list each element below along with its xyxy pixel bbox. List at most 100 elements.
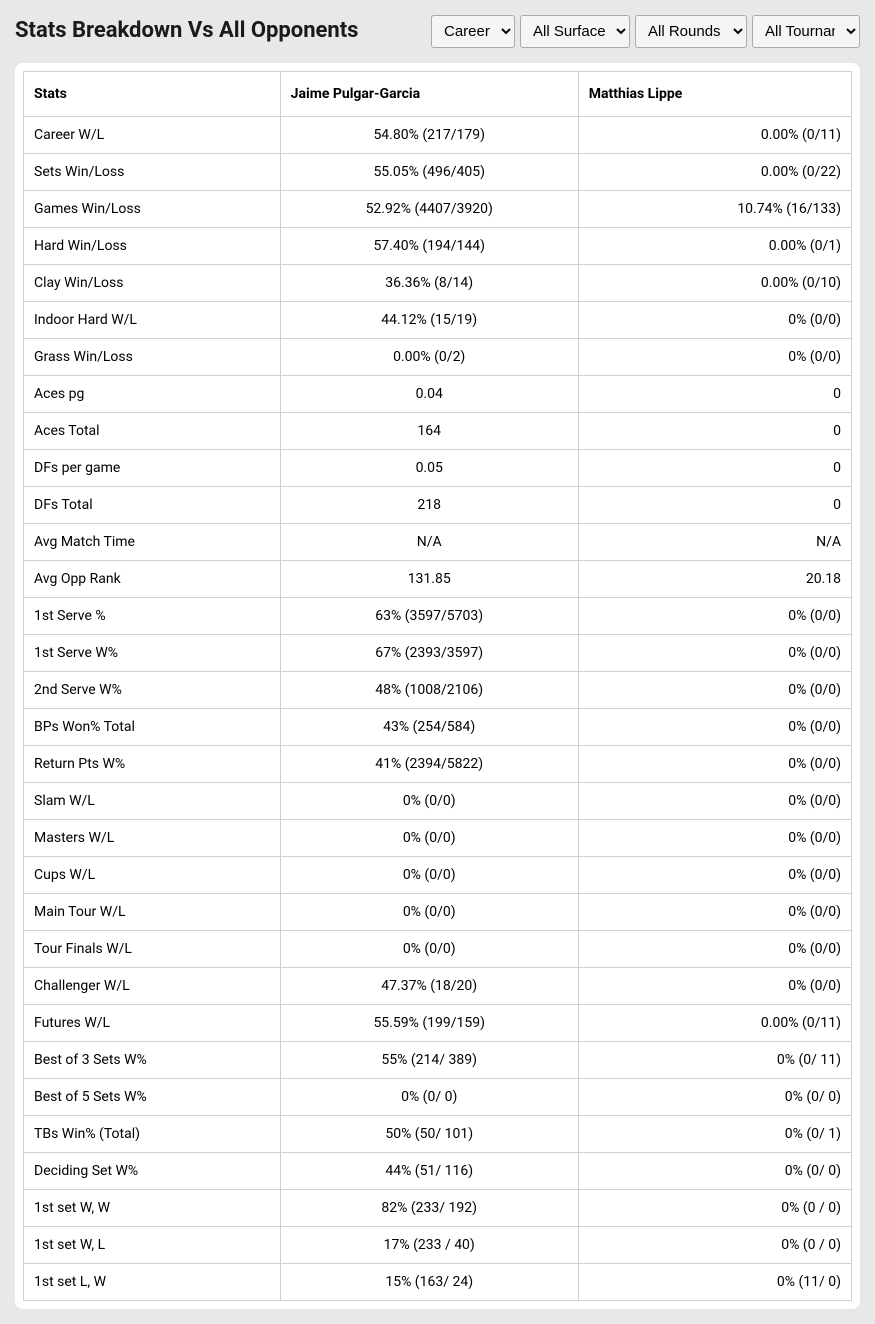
stat-name-cell: Best of 5 Sets W% bbox=[24, 1079, 281, 1116]
player2-value-cell: 0% (0/0) bbox=[578, 857, 851, 894]
stats-table: Stats Jaime Pulgar-Garcia Matthias Lippe… bbox=[23, 71, 852, 1301]
table-row: Indoor Hard W/L44.12% (15/19)0% (0/0) bbox=[24, 302, 852, 339]
player1-value-cell: 50% (50/ 101) bbox=[280, 1116, 578, 1153]
table-row: 1st set W, W82% (233/ 192)0% (0 / 0) bbox=[24, 1190, 852, 1227]
table-row: Cups W/L0% (0/0)0% (0/0) bbox=[24, 857, 852, 894]
player2-value-cell: 0% (0/0) bbox=[578, 820, 851, 857]
table-row: 1st set W, L17% (233 / 40)0% (0 / 0) bbox=[24, 1227, 852, 1264]
player1-value-cell: 218 bbox=[280, 487, 578, 524]
table-row: Aces pg0.040 bbox=[24, 376, 852, 413]
table-row: TBs Win% (Total)50% (50/ 101)0% (0/ 1) bbox=[24, 1116, 852, 1153]
player1-value-cell: 17% (233 / 40) bbox=[280, 1227, 578, 1264]
player2-value-cell: 0% (0/0) bbox=[578, 894, 851, 931]
player2-value-cell: 0% (0/ 11) bbox=[578, 1042, 851, 1079]
stat-name-cell: Main Tour W/L bbox=[24, 894, 281, 931]
stat-name-cell: Avg Opp Rank bbox=[24, 561, 281, 598]
surface-filter[interactable]: All Surfaces bbox=[520, 15, 630, 48]
player2-value-cell: 0% (11/ 0) bbox=[578, 1264, 851, 1301]
stats-tbody: Career W/L54.80% (217/179)0.00% (0/11)Se… bbox=[24, 117, 852, 1301]
stat-name-cell: Career W/L bbox=[24, 117, 281, 154]
player1-value-cell: 44.12% (15/19) bbox=[280, 302, 578, 339]
player1-value-cell: 0% (0/0) bbox=[280, 783, 578, 820]
player2-value-cell: 0 bbox=[578, 487, 851, 524]
stat-name-cell: Tour Finals W/L bbox=[24, 931, 281, 968]
player1-value-cell: 131.85 bbox=[280, 561, 578, 598]
player2-value-cell: 0% (0/ 0) bbox=[578, 1079, 851, 1116]
table-row: DFs Total2180 bbox=[24, 487, 852, 524]
tournaments-filter[interactable]: All Tournaments bbox=[752, 15, 860, 48]
player1-value-cell: 54.80% (217/179) bbox=[280, 117, 578, 154]
player1-value-cell: 43% (254/584) bbox=[280, 709, 578, 746]
table-row: 2nd Serve W%48% (1008/2106)0% (0/0) bbox=[24, 672, 852, 709]
player1-value-cell: 36.36% (8/14) bbox=[280, 265, 578, 302]
table-row: Avg Match TimeN/AN/A bbox=[24, 524, 852, 561]
table-row: Hard Win/Loss57.40% (194/144)0.00% (0/1) bbox=[24, 228, 852, 265]
stat-name-cell: DFs Total bbox=[24, 487, 281, 524]
stat-name-cell: Aces pg bbox=[24, 376, 281, 413]
player2-value-cell: 0% (0/0) bbox=[578, 968, 851, 1005]
stat-name-cell: Sets Win/Loss bbox=[24, 154, 281, 191]
stat-name-cell: Cups W/L bbox=[24, 857, 281, 894]
player2-value-cell: 0% (0/ 1) bbox=[578, 1116, 851, 1153]
player1-value-cell: 41% (2394/5822) bbox=[280, 746, 578, 783]
player1-value-cell: 0% (0/ 0) bbox=[280, 1079, 578, 1116]
stat-name-cell: 2nd Serve W% bbox=[24, 672, 281, 709]
table-row: Aces Total1640 bbox=[24, 413, 852, 450]
player2-value-cell: 0 bbox=[578, 376, 851, 413]
player1-value-cell: 55% (214/ 389) bbox=[280, 1042, 578, 1079]
player2-value-cell: 0% (0/ 0) bbox=[578, 1153, 851, 1190]
stat-name-cell: Grass Win/Loss bbox=[24, 339, 281, 376]
player2-value-cell: 0 bbox=[578, 450, 851, 487]
player1-value-cell: 0% (0/0) bbox=[280, 820, 578, 857]
stat-name-cell: Hard Win/Loss bbox=[24, 228, 281, 265]
stat-name-cell: 1st Serve W% bbox=[24, 635, 281, 672]
player2-value-cell: 0% (0 / 0) bbox=[578, 1227, 851, 1264]
stats-table-container: Stats Jaime Pulgar-Garcia Matthias Lippe… bbox=[15, 63, 860, 1309]
player2-value-cell: 0% (0 / 0) bbox=[578, 1190, 851, 1227]
player1-value-cell: 0.05 bbox=[280, 450, 578, 487]
table-row: Main Tour W/L0% (0/0)0% (0/0) bbox=[24, 894, 852, 931]
player2-value-cell: 0% (0/0) bbox=[578, 598, 851, 635]
player1-value-cell: 0% (0/0) bbox=[280, 857, 578, 894]
player2-value-cell: 0.00% (0/11) bbox=[578, 1005, 851, 1042]
table-row: 1st Serve %63% (3597/5703)0% (0/0) bbox=[24, 598, 852, 635]
period-filter[interactable]: Career bbox=[431, 15, 515, 48]
player1-value-cell: N/A bbox=[280, 524, 578, 561]
table-row: Masters W/L0% (0/0)0% (0/0) bbox=[24, 820, 852, 857]
table-row: BPs Won% Total43% (254/584)0% (0/0) bbox=[24, 709, 852, 746]
player2-value-cell: 0% (0/0) bbox=[578, 746, 851, 783]
player2-value-cell: N/A bbox=[578, 524, 851, 561]
table-row: Grass Win/Loss0.00% (0/2)0% (0/0) bbox=[24, 339, 852, 376]
rounds-filter[interactable]: All Rounds bbox=[635, 15, 747, 48]
table-row: Challenger W/L47.37% (18/20)0% (0/0) bbox=[24, 968, 852, 1005]
table-row: 1st Serve W%67% (2393/3597)0% (0/0) bbox=[24, 635, 852, 672]
stat-name-cell: Clay Win/Loss bbox=[24, 265, 281, 302]
player2-value-cell: 0% (0/0) bbox=[578, 635, 851, 672]
table-header-row: Stats Jaime Pulgar-Garcia Matthias Lippe bbox=[24, 72, 852, 117]
table-row: 1st set L, W15% (163/ 24)0% (11/ 0) bbox=[24, 1264, 852, 1301]
table-row: Futures W/L55.59% (199/159)0.00% (0/11) bbox=[24, 1005, 852, 1042]
stat-name-cell: Challenger W/L bbox=[24, 968, 281, 1005]
player1-value-cell: 0.00% (0/2) bbox=[280, 339, 578, 376]
stat-name-cell: Indoor Hard W/L bbox=[24, 302, 281, 339]
player1-value-cell: 44% (51/ 116) bbox=[280, 1153, 578, 1190]
stat-name-cell: Futures W/L bbox=[24, 1005, 281, 1042]
stat-name-cell: Avg Match Time bbox=[24, 524, 281, 561]
stat-name-cell: TBs Win% (Total) bbox=[24, 1116, 281, 1153]
stat-name-cell: 1st set W, W bbox=[24, 1190, 281, 1227]
player1-value-cell: 0% (0/0) bbox=[280, 931, 578, 968]
player2-value-cell: 0% (0/0) bbox=[578, 339, 851, 376]
header-player1: Jaime Pulgar-Garcia bbox=[280, 72, 578, 117]
stat-name-cell: Masters W/L bbox=[24, 820, 281, 857]
player2-value-cell: 0.00% (0/11) bbox=[578, 117, 851, 154]
player2-value-cell: 0.00% (0/22) bbox=[578, 154, 851, 191]
table-row: Best of 5 Sets W%0% (0/ 0)0% (0/ 0) bbox=[24, 1079, 852, 1116]
stat-name-cell: Slam W/L bbox=[24, 783, 281, 820]
player2-value-cell: 0 bbox=[578, 413, 851, 450]
player2-value-cell: 0.00% (0/1) bbox=[578, 228, 851, 265]
player1-value-cell: 164 bbox=[280, 413, 578, 450]
player1-value-cell: 15% (163/ 24) bbox=[280, 1264, 578, 1301]
player2-value-cell: 0% (0/0) bbox=[578, 931, 851, 968]
player1-value-cell: 55.59% (199/159) bbox=[280, 1005, 578, 1042]
table-row: Best of 3 Sets W%55% (214/ 389)0% (0/ 11… bbox=[24, 1042, 852, 1079]
